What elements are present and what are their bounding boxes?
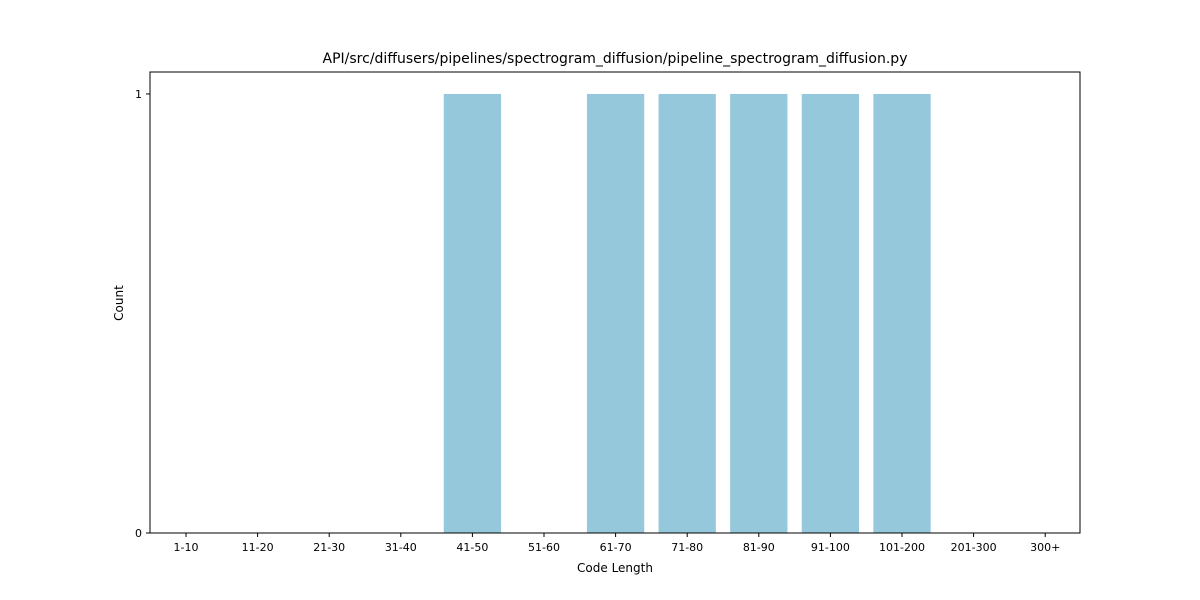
- bar-91-100: [801, 93, 860, 533]
- x-tick-label: 201-300: [951, 541, 997, 554]
- x-tick-label: 81-90: [743, 541, 775, 554]
- y-axis-label: Count: [112, 285, 126, 321]
- y-tick-label: 1: [135, 88, 142, 101]
- y-tick-label: 0: [135, 527, 142, 540]
- x-axis-label: Code Length: [577, 561, 653, 575]
- x-tick-label: 11-20: [242, 541, 274, 554]
- x-tick-label: 61-70: [600, 541, 632, 554]
- x-tick-label: 1-10: [174, 541, 199, 554]
- bar-101-200: [873, 93, 931, 533]
- bar-81-90: [730, 93, 788, 533]
- plot-frame: [149, 71, 1081, 534]
- x-axis-ticks: 1-10 11-20 21-30 31-40 41-50 51-60 61-70 71-80 8…: [174, 533, 1060, 554]
- bar-71-80: [658, 93, 716, 533]
- x-tick-label: 41-50: [456, 541, 488, 554]
- x-tick-label: 91-100: [811, 541, 850, 554]
- x-tick-label: 21-30: [313, 541, 345, 554]
- y-axis-ticks: 01: [135, 88, 150, 540]
- bars-group: [443, 93, 931, 533]
- x-tick-label: 101-200: [879, 541, 925, 554]
- x-tick-label: 51-60: [528, 541, 560, 554]
- bar-61-70: [586, 93, 645, 533]
- chart-title: API/src/diffusers/pipelines/spectrogram_…: [323, 51, 908, 67]
- x-tick-label: 31-40: [385, 541, 417, 554]
- x-tick-label: 300+: [1030, 541, 1060, 554]
- x-tick-label: 71-80: [671, 541, 703, 554]
- bar-41-50: [443, 93, 502, 533]
